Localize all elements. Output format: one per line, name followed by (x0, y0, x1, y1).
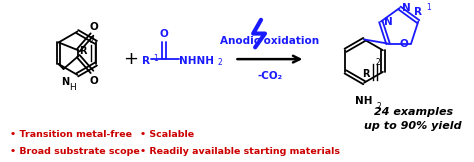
Text: 2: 2 (377, 102, 382, 111)
Text: 1: 1 (153, 54, 158, 63)
Text: H: H (69, 83, 76, 92)
Text: R: R (362, 69, 369, 79)
Text: 1: 1 (426, 3, 431, 12)
Text: • Transition metal-free: • Transition metal-free (10, 130, 132, 139)
Text: • Scalable: • Scalable (140, 130, 194, 139)
Text: NH: NH (356, 96, 373, 106)
Text: N: N (384, 17, 392, 27)
Text: O: O (90, 76, 98, 86)
Text: R: R (79, 46, 86, 56)
Text: 2: 2 (89, 36, 94, 45)
Text: 2: 2 (218, 58, 223, 67)
Text: up to 90% yield: up to 90% yield (365, 121, 462, 131)
Text: • Broad substrate scope: • Broad substrate scope (10, 147, 140, 156)
Text: 2: 2 (375, 58, 380, 67)
Text: • Readily available starting materials: • Readily available starting materials (140, 147, 340, 156)
Text: 24 examples: 24 examples (374, 107, 453, 117)
Text: Anodic oxidation: Anodic oxidation (220, 36, 319, 46)
Text: -CO₂: -CO₂ (257, 71, 283, 81)
Text: R: R (414, 7, 422, 17)
Text: O: O (159, 29, 168, 40)
Text: N: N (62, 77, 70, 87)
Text: N: N (402, 3, 411, 13)
Text: O: O (400, 39, 408, 49)
Text: NHNH: NHNH (180, 56, 215, 66)
Text: R: R (142, 56, 150, 66)
Text: +: + (123, 50, 138, 68)
Text: O: O (90, 22, 98, 32)
